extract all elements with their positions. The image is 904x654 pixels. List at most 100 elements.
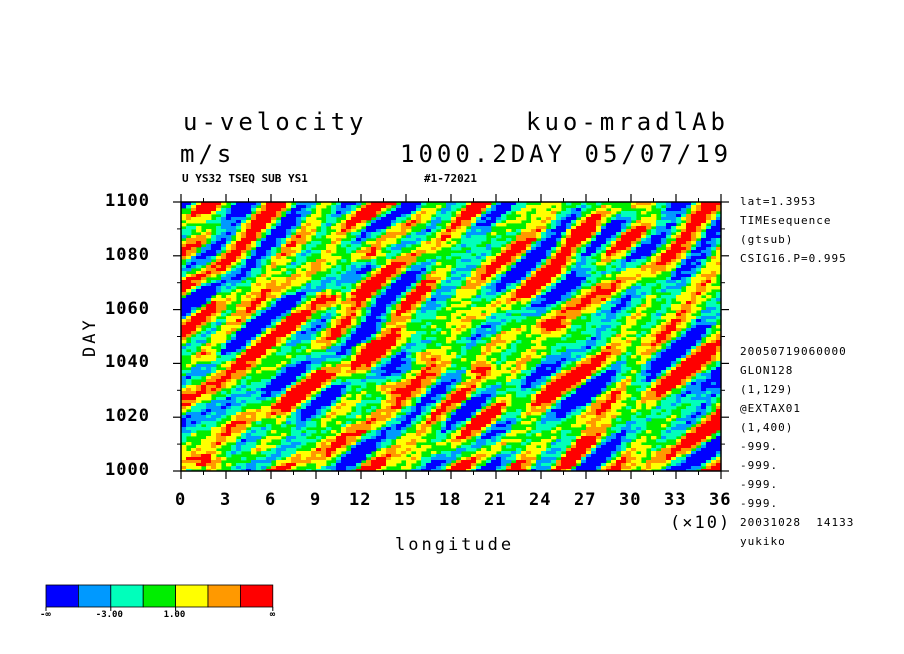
heatmap-cell (701, 214, 707, 218)
heatmap-cell (376, 241, 382, 245)
heatmap-cell (711, 337, 717, 341)
heatmap-cell (266, 214, 272, 218)
heatmap-cell (686, 262, 692, 266)
heatmap-cell (236, 325, 242, 329)
heatmap-cell (401, 307, 407, 311)
heatmap-cell (596, 343, 602, 347)
heatmap-cell (206, 283, 212, 287)
heatmap-cell (366, 337, 372, 341)
heatmap-cell (636, 232, 642, 236)
heatmap-cell (371, 292, 377, 296)
heatmap-cell (261, 262, 267, 266)
heatmap-cell (551, 289, 557, 293)
heatmap-cell (361, 271, 367, 275)
heatmap-cell (181, 331, 187, 335)
heatmap-cell (701, 319, 707, 323)
heatmap-cell (441, 370, 447, 374)
heatmap-cell (221, 331, 227, 335)
heatmap-cell (411, 343, 417, 347)
heatmap-cell (241, 232, 247, 236)
heatmap-cell (251, 364, 257, 368)
heatmap-cell (536, 277, 542, 281)
heatmap-cell (411, 319, 417, 323)
heatmap-cell (286, 220, 292, 224)
heatmap-cell (556, 283, 562, 287)
heatmap-cell (216, 310, 222, 314)
heatmap-cell (341, 220, 347, 224)
heatmap-cell (506, 310, 512, 314)
heatmap-cell (456, 283, 462, 287)
heatmap-cell (706, 328, 712, 332)
heatmap-cell (306, 238, 312, 242)
heatmap-cell (226, 217, 232, 221)
heatmap-cell (501, 268, 507, 272)
heatmap-cell (516, 289, 522, 293)
heatmap-cell (641, 256, 647, 260)
heatmap-cell (376, 208, 382, 212)
heatmap-cell (511, 244, 517, 248)
heatmap-cell (456, 259, 462, 263)
heatmap-cell (301, 340, 307, 344)
heatmap-cell (261, 202, 267, 206)
heatmap-cell (496, 343, 502, 347)
heatmap-cell (221, 259, 227, 263)
heatmap-cell (291, 364, 297, 368)
heatmap-cell (476, 340, 482, 344)
heatmap-cell (336, 208, 342, 212)
heatmap-cell (506, 259, 512, 263)
heatmap-cell (446, 235, 452, 239)
heatmap-cell (481, 202, 487, 206)
heatmap-cell (226, 322, 232, 326)
heatmap-cell (656, 202, 662, 206)
heatmap-cell (236, 250, 242, 254)
heatmap-cell (716, 259, 721, 263)
heatmap-cell (271, 202, 277, 206)
heatmap-cell (246, 307, 252, 311)
heatmap-cell (671, 229, 677, 233)
heatmap-cell (251, 307, 257, 311)
heatmap-cell (271, 208, 277, 212)
heatmap-cell (636, 220, 642, 224)
heatmap-cell (551, 271, 557, 275)
heatmap-cell (556, 229, 562, 233)
heatmap-cell (221, 325, 227, 329)
heatmap-cell (446, 325, 452, 329)
heatmap-cell (386, 277, 392, 281)
heatmap-cell (411, 241, 417, 245)
heatmap-cell (566, 280, 572, 284)
heatmap-cell (291, 277, 297, 281)
heatmap-cell (256, 343, 262, 347)
heatmap-cell (381, 235, 387, 239)
heatmap-cell (486, 265, 492, 269)
heatmap-cell (366, 280, 372, 284)
heatmap-cell (676, 235, 682, 239)
heatmap-cell (521, 229, 527, 233)
heatmap-cell (276, 316, 282, 320)
heatmap-cell (196, 304, 202, 308)
heatmap-cell (541, 208, 547, 212)
heatmap-cell (591, 301, 597, 305)
heatmap-cell (401, 223, 407, 227)
heatmap-cell (311, 289, 317, 293)
heatmap-cell (536, 268, 542, 272)
heatmap-cell (686, 373, 692, 377)
heatmap-cell (371, 373, 377, 377)
heatmap-cell (221, 358, 227, 362)
heatmap-cell (471, 277, 477, 281)
heatmap-cell (621, 349, 627, 353)
heatmap-cell (216, 238, 222, 242)
heatmap-cell (546, 232, 552, 236)
heatmap-cell (196, 280, 202, 284)
heatmap-cell (701, 235, 707, 239)
heatmap-cell (236, 232, 242, 236)
heatmap-cell (256, 268, 262, 272)
heatmap-cell (551, 229, 557, 233)
heatmap-cell (186, 346, 192, 350)
heatmap-cell (341, 367, 347, 371)
heatmap-cell (361, 205, 367, 209)
heatmap-cell (616, 316, 622, 320)
heatmap-cell (681, 223, 687, 227)
heatmap-cell (451, 271, 457, 275)
heatmap-cell (306, 208, 312, 212)
heatmap-cell (276, 319, 282, 323)
